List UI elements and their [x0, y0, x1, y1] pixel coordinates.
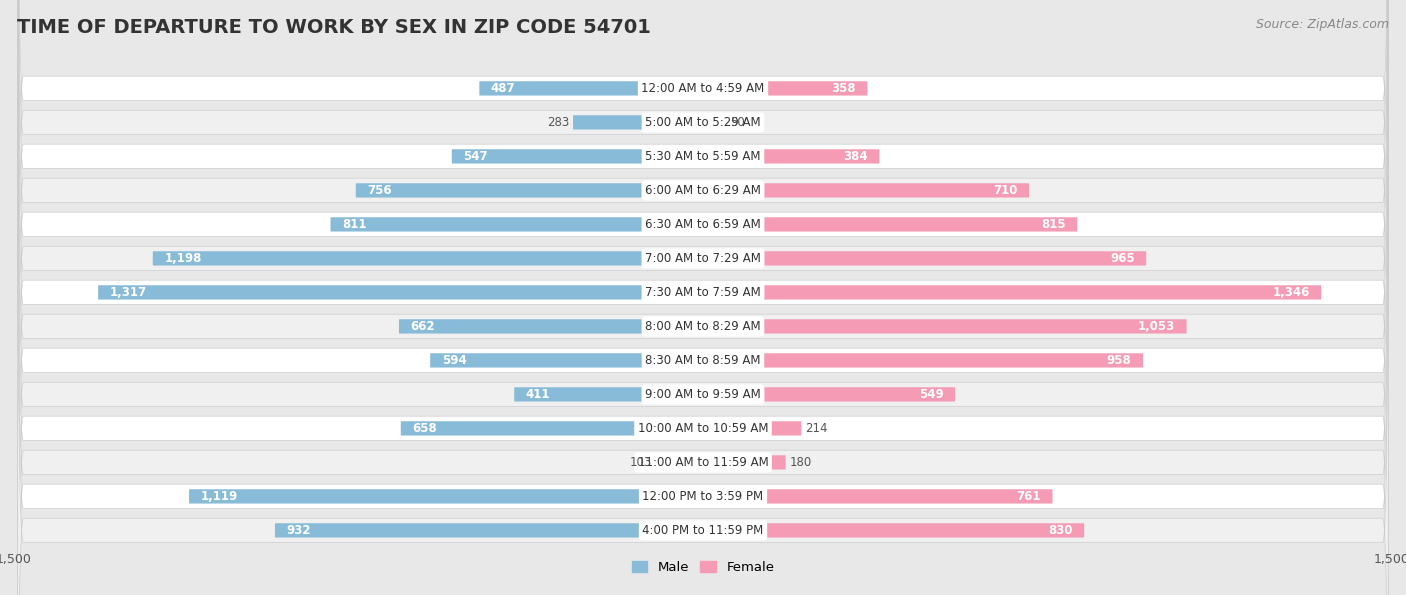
Text: 710: 710 [993, 184, 1018, 197]
FancyBboxPatch shape [18, 101, 1388, 595]
Legend: Male, Female: Male, Female [626, 555, 780, 579]
FancyBboxPatch shape [479, 82, 703, 96]
Text: TIME OF DEPARTURE TO WORK BY SEX IN ZIP CODE 54701: TIME OF DEPARTURE TO WORK BY SEX IN ZIP … [17, 18, 651, 37]
FancyBboxPatch shape [703, 455, 786, 469]
Text: 7:00 AM to 7:29 AM: 7:00 AM to 7:29 AM [645, 252, 761, 265]
FancyBboxPatch shape [98, 285, 703, 299]
Text: 10:00 AM to 10:59 AM: 10:00 AM to 10:59 AM [638, 422, 768, 435]
FancyBboxPatch shape [399, 320, 703, 334]
Text: 7:30 AM to 7:59 AM: 7:30 AM to 7:59 AM [645, 286, 761, 299]
Text: 5:30 AM to 5:59 AM: 5:30 AM to 5:59 AM [645, 150, 761, 163]
FancyBboxPatch shape [430, 353, 703, 368]
FancyBboxPatch shape [703, 251, 1146, 265]
Text: 658: 658 [412, 422, 437, 435]
FancyBboxPatch shape [703, 82, 868, 96]
FancyBboxPatch shape [703, 115, 725, 130]
Text: 12:00 AM to 4:59 AM: 12:00 AM to 4:59 AM [641, 82, 765, 95]
FancyBboxPatch shape [703, 149, 879, 164]
Text: 1,053: 1,053 [1137, 320, 1175, 333]
FancyBboxPatch shape [703, 353, 1143, 368]
Text: 594: 594 [441, 354, 467, 367]
FancyBboxPatch shape [18, 0, 1388, 595]
FancyBboxPatch shape [703, 217, 1077, 231]
Text: 662: 662 [411, 320, 434, 333]
FancyBboxPatch shape [188, 489, 703, 503]
Text: 756: 756 [367, 184, 392, 197]
Text: 487: 487 [491, 82, 516, 95]
Text: 9:00 AM to 9:59 AM: 9:00 AM to 9:59 AM [645, 388, 761, 401]
FancyBboxPatch shape [703, 320, 1187, 334]
FancyBboxPatch shape [515, 387, 703, 402]
FancyBboxPatch shape [18, 67, 1388, 595]
FancyBboxPatch shape [356, 183, 703, 198]
FancyBboxPatch shape [18, 0, 1388, 552]
Text: Source: ZipAtlas.com: Source: ZipAtlas.com [1256, 18, 1389, 31]
Text: 214: 214 [806, 422, 828, 435]
FancyBboxPatch shape [18, 0, 1388, 595]
FancyBboxPatch shape [703, 421, 801, 436]
Text: 103: 103 [630, 456, 652, 469]
Text: 547: 547 [463, 150, 488, 163]
FancyBboxPatch shape [18, 0, 1388, 595]
Text: 11:00 AM to 11:59 AM: 11:00 AM to 11:59 AM [638, 456, 768, 469]
Text: 1,198: 1,198 [165, 252, 201, 265]
Text: 761: 761 [1017, 490, 1040, 503]
FancyBboxPatch shape [703, 285, 1322, 299]
Text: 811: 811 [342, 218, 367, 231]
Text: 12:00 PM to 3:59 PM: 12:00 PM to 3:59 PM [643, 490, 763, 503]
FancyBboxPatch shape [574, 115, 703, 130]
FancyBboxPatch shape [18, 0, 1388, 595]
Text: 965: 965 [1109, 252, 1135, 265]
FancyBboxPatch shape [18, 0, 1388, 595]
Text: 50: 50 [730, 116, 744, 129]
Text: 549: 549 [920, 388, 943, 401]
FancyBboxPatch shape [703, 489, 1053, 503]
FancyBboxPatch shape [18, 0, 1388, 484]
Text: 815: 815 [1042, 218, 1066, 231]
FancyBboxPatch shape [451, 149, 703, 164]
FancyBboxPatch shape [703, 523, 1084, 537]
FancyBboxPatch shape [18, 33, 1388, 595]
FancyBboxPatch shape [276, 523, 703, 537]
Text: 6:30 AM to 6:59 AM: 6:30 AM to 6:59 AM [645, 218, 761, 231]
Text: 180: 180 [789, 456, 811, 469]
Text: 932: 932 [287, 524, 311, 537]
FancyBboxPatch shape [18, 0, 1388, 595]
Text: 958: 958 [1107, 354, 1132, 367]
Text: 283: 283 [547, 116, 569, 129]
Text: 5:00 AM to 5:29 AM: 5:00 AM to 5:29 AM [645, 116, 761, 129]
Text: 6:00 AM to 6:29 AM: 6:00 AM to 6:29 AM [645, 184, 761, 197]
FancyBboxPatch shape [18, 134, 1388, 595]
FancyBboxPatch shape [330, 217, 703, 231]
FancyBboxPatch shape [18, 0, 1388, 586]
FancyBboxPatch shape [153, 251, 703, 265]
FancyBboxPatch shape [18, 0, 1388, 518]
Text: 4:00 PM to 11:59 PM: 4:00 PM to 11:59 PM [643, 524, 763, 537]
Text: 830: 830 [1049, 524, 1073, 537]
Text: 1,346: 1,346 [1272, 286, 1310, 299]
Text: 411: 411 [526, 388, 550, 401]
FancyBboxPatch shape [703, 387, 955, 402]
Text: 8:30 AM to 8:59 AM: 8:30 AM to 8:59 AM [645, 354, 761, 367]
Text: 1,119: 1,119 [201, 490, 238, 503]
Text: 1,317: 1,317 [110, 286, 146, 299]
FancyBboxPatch shape [401, 421, 703, 436]
FancyBboxPatch shape [703, 183, 1029, 198]
Text: 384: 384 [844, 150, 868, 163]
FancyBboxPatch shape [655, 455, 703, 469]
Text: 358: 358 [831, 82, 856, 95]
Text: 8:00 AM to 8:29 AM: 8:00 AM to 8:29 AM [645, 320, 761, 333]
